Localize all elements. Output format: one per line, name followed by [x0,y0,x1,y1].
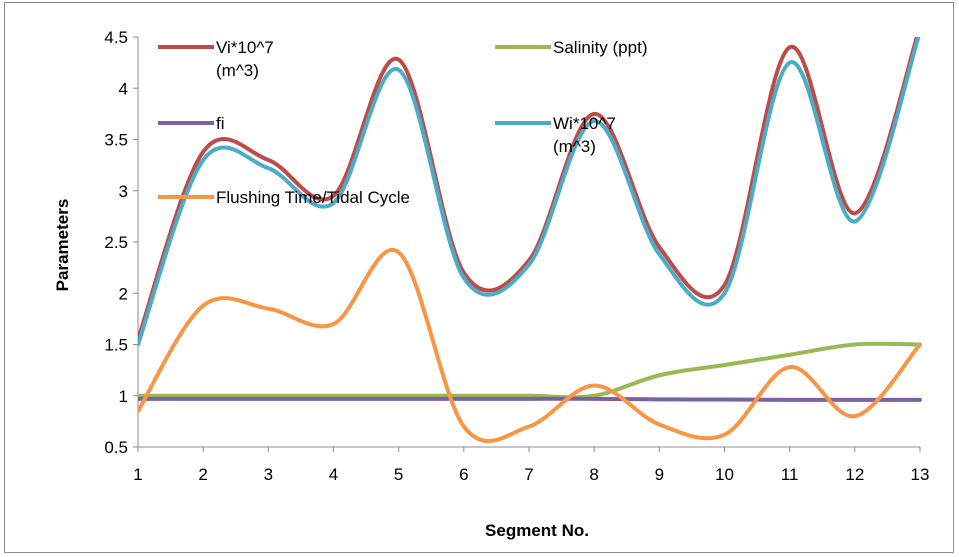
x-tick-label: 12 [845,465,864,484]
fi-series-line [138,396,922,402]
flushing-time-series-line [138,247,922,444]
x-tick-label: 4 [329,465,338,484]
legend-item-salinity: Salinity (ppt) [495,38,647,57]
legend: Vi*10^7 (m^3) Salinity (ppt) fi Wi*10^7 (m^3)… [158,38,647,207]
y-tick-label: 3.5 [104,131,128,150]
plot-area [137,37,920,448]
x-tick-label: 10 [715,465,734,484]
x-tick-label: 1 [133,465,142,484]
x-tick-label: 11 [781,465,799,484]
legend-label: Flushing Time/Tidal Cycle [216,188,410,207]
x-axis-title: Segment No. [485,521,589,540]
y-tick-label: 0.5 [104,438,128,457]
legend-label: Vi*10^7 [216,38,274,57]
legend-item-vi: Vi*10^7 (m^3) [158,38,274,80]
y-tick-label: 3 [119,182,128,201]
legend-item-flushing-time: Flushing Time/Tidal Cycle [158,188,410,207]
legend-item-wi: Wi*10^7 (m^3) [495,114,616,156]
x-tick-label: 2 [198,465,207,484]
wi-series-line [138,37,921,347]
legend-item-fi: fi [158,114,225,133]
y-tick-label: 1 [119,387,128,406]
y-tick-label: 2.5 [104,233,128,252]
y-axis-title: Parameters [53,199,72,292]
legend-label: Salinity (ppt) [553,38,647,57]
legend-label-cont: (m^3) [216,61,259,80]
legend-label: Wi*10^7 [553,114,616,133]
x-tick-label: 5 [394,465,403,484]
y-axis-ticks: 0.5 1 1.5 2 2.5 3 3.5 4 4.5 [104,28,138,457]
y-tick-label: 1.5 [104,336,128,355]
line-chart: 0.511.522.533.544.5 1 2 3 4 5 6 7 8 9 10 11 12 13 Vi… [53,28,929,540]
legend-label-cont: (m^3) [553,137,596,156]
x-tick-label: 13 [911,465,930,484]
legend-label: fi [216,114,225,133]
chart-frame: 0.5 1 1.5 2 2.5 3 3.5 4 4.5 1 2 3 4 5 6 7 8 9 10 11 12 13 Vi… [4,2,954,553]
x-tick-label: 8 [589,465,598,484]
salinity-series-line [138,341,922,400]
x-tick-label: 6 [459,465,468,484]
y-tick-label: 4 [119,79,128,98]
y-tick-label: 2 [119,284,128,303]
x-axis-ticks: 1 2 3 4 5 6 7 8 9 10 11 12 13 [133,447,929,484]
x-tick-label: 3 [264,465,273,484]
series-layer [138,37,922,444]
x-tick-label: 9 [655,465,664,484]
x-tick-label: 7 [524,465,533,484]
y-tick-label: 4.5 [104,28,128,47]
